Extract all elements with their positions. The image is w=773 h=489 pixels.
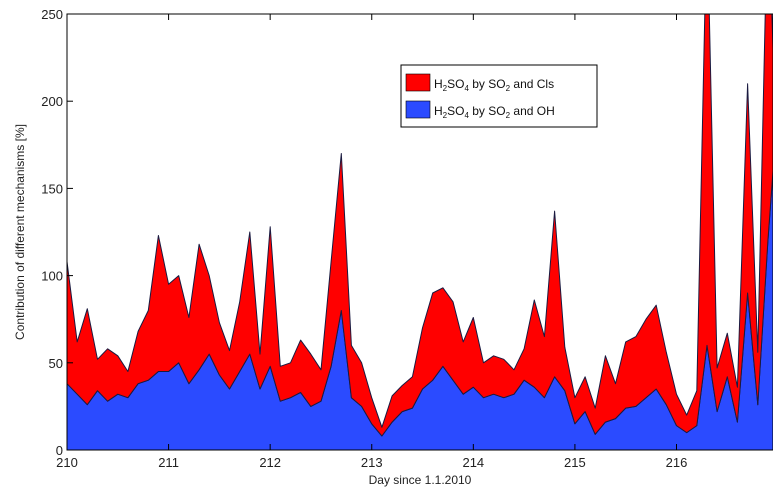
legend-swatch-oh [405, 100, 431, 119]
x-tick-label: 213 [361, 455, 383, 470]
x-tick-label: 216 [666, 455, 688, 470]
x-tick-label: 210 [56, 455, 78, 470]
y-axis: 0 50 100 150 200 250 [41, 7, 73, 458]
x-tick-label: 212 [259, 455, 281, 470]
x-tick-label: 211 [158, 455, 179, 470]
legend-label-oh: H2SO4 by SO2 and OH [434, 104, 555, 120]
y-tick-label: 50 [49, 356, 63, 371]
y-axis-label: Contribution of different mechanisms [%] [13, 124, 27, 340]
legend-label-cls: H2SO4 by SO2 and Cls [434, 77, 554, 93]
x-tick-label: 215 [564, 455, 586, 470]
legend-swatch-cls [405, 73, 431, 92]
plot-frame [66, 13, 773, 451]
y-tick-label: 0 [56, 443, 63, 458]
legend-box [400, 64, 598, 128]
x-axis-label: Day since 1.1.2010 [369, 473, 472, 487]
legend: H2SO4 by SO2 and Cls H2SO4 by SO2 and OH [400, 64, 598, 128]
y-tick-label: 100 [41, 269, 63, 284]
y-tick-label: 250 [41, 7, 63, 22]
series-cls-area [67, 14, 773, 437]
area-layer [67, 14, 773, 450]
x-axis: 210 211 212 213 214 215 216 [56, 14, 687, 470]
y-tick-label: 150 [41, 181, 63, 196]
y-tick-label: 200 [41, 94, 63, 109]
x-tick-label: 214 [462, 455, 484, 470]
